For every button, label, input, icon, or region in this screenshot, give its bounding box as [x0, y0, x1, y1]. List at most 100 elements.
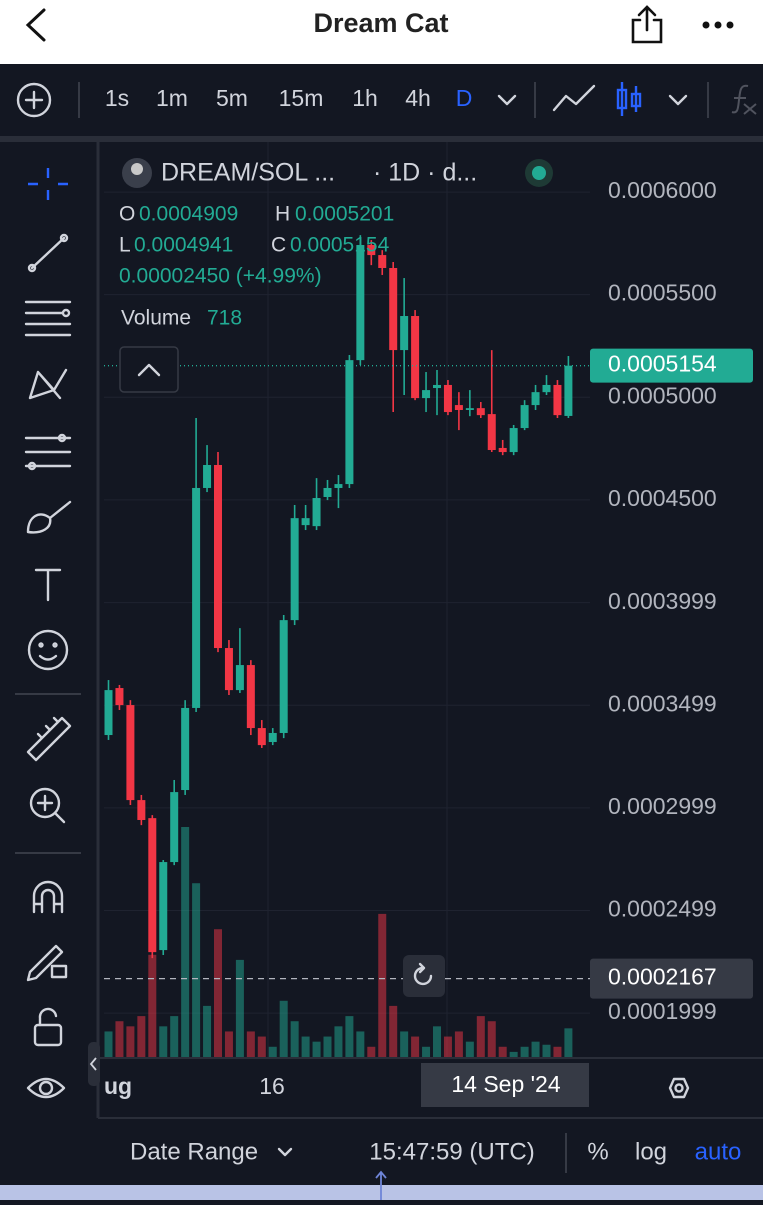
- percent-toggle[interactable]: %: [587, 1138, 608, 1165]
- candle-body: [170, 792, 179, 863]
- drawing-toolbar: [0, 142, 97, 1185]
- candle-body: [564, 365, 573, 416]
- back-button[interactable]: [25, 8, 46, 42]
- volume-bar: [443, 1036, 452, 1057]
- y-tick-label: 0.0002499: [608, 896, 717, 922]
- magnet-tool[interactable]: [32, 880, 64, 914]
- candle-body: [542, 384, 551, 393]
- fib-tool[interactable]: [24, 433, 72, 471]
- volume-series: [104, 827, 573, 1057]
- y-tick-label: 0.0005000: [608, 382, 717, 408]
- volume-bar: [148, 954, 157, 1057]
- last-price-label: 0.0005154: [608, 351, 717, 377]
- log-toggle[interactable]: log: [635, 1138, 667, 1165]
- toolbar-collapse[interactable]: [88, 1042, 100, 1086]
- marker-price-tag: [590, 958, 753, 999]
- interval-button[interactable]: 5m: [216, 85, 248, 111]
- candle-series: [104, 235, 573, 959]
- legend-value: 0.0004909: [139, 203, 238, 226]
- resize-handle: [375, 1170, 387, 1200]
- more-button[interactable]: [702, 21, 734, 29]
- volume-bar: [498, 1046, 507, 1057]
- candle-body: [159, 862, 168, 951]
- x-tick-label: ug: [104, 1073, 132, 1099]
- price-lines: [104, 365, 590, 980]
- volume-bar: [312, 1041, 321, 1057]
- symbol-name[interactable]: DREAM/SOL ...: [161, 159, 335, 187]
- y-tick-label: 0.0005500: [608, 280, 717, 306]
- candle-body: [454, 405, 463, 410]
- candle-body: [345, 360, 354, 485]
- line-chart-button[interactable]: [552, 84, 596, 112]
- candle-body: [301, 518, 310, 526]
- interval-button[interactable]: 1m: [156, 85, 188, 111]
- volume-bar: [509, 1051, 518, 1057]
- volume-bar: [520, 1046, 529, 1057]
- candle-body: [553, 384, 562, 416]
- volume-bar: [422, 1046, 431, 1057]
- y-tick-label: 0.0004500: [608, 485, 717, 511]
- symbol-meta: · 1D · d...: [373, 159, 477, 187]
- date-range-button[interactable]: Date Range: [130, 1138, 258, 1165]
- interval-button[interactable]: D: [456, 85, 473, 111]
- legend-collapse[interactable]: [119, 346, 179, 393]
- reset-button[interactable]: [403, 955, 445, 997]
- indicators-button[interactable]: [731, 84, 757, 115]
- candle-body: [115, 688, 124, 706]
- candle-body: [367, 245, 376, 256]
- interval-button[interactable]: 15m: [279, 85, 324, 111]
- candle-body: [520, 405, 529, 429]
- volume-bar: [323, 1036, 332, 1057]
- candle-body: [334, 484, 343, 488]
- legend-label: O: [119, 203, 135, 226]
- volume-bar: [257, 1036, 266, 1057]
- candle-body: [214, 464, 222, 649]
- lock-drawings-tool[interactable]: [26, 944, 68, 982]
- crosshair-tool[interactable]: [28, 168, 68, 200]
- legend-change: 0.00002450 (+4.99%): [119, 265, 322, 288]
- legend-value: 0.0004941: [134, 234, 233, 257]
- interval-button[interactable]: 4h: [405, 85, 431, 111]
- text-tool[interactable]: [34, 568, 62, 602]
- chart-type-dropdown[interactable]: [668, 94, 688, 106]
- interval-group: 1s 1m 5m 15m 1h 4h D: [105, 85, 472, 111]
- candle-body: [203, 464, 212, 488]
- brush-tool[interactable]: [26, 500, 72, 534]
- volume-bar: [126, 1026, 135, 1057]
- interval-button[interactable]: 1h: [352, 85, 378, 111]
- y-tick-label: 0.0001999: [608, 998, 717, 1024]
- pattern-tool[interactable]: [28, 368, 68, 400]
- candle-body: [323, 487, 332, 498]
- candle-body: [531, 392, 540, 406]
- add-button[interactable]: [16, 82, 52, 118]
- volume-bar: [203, 1005, 212, 1057]
- volume-bar: [334, 1026, 343, 1057]
- axis-settings[interactable]: [668, 1077, 690, 1099]
- volume-bar: [378, 913, 387, 1057]
- volume-bar: [542, 1044, 551, 1057]
- lock-tool[interactable]: [33, 1007, 63, 1047]
- interval-button[interactable]: 1s: [105, 85, 129, 111]
- zoom-tool[interactable]: [29, 787, 66, 824]
- candle-body: [268, 732, 277, 743]
- share-button[interactable]: [631, 5, 663, 44]
- volume-bar: [345, 1016, 354, 1057]
- volume-bar: [454, 1031, 463, 1057]
- candle-chart-button[interactable]: [616, 82, 642, 116]
- interval-dropdown[interactable]: [497, 94, 517, 106]
- candle-body: [411, 316, 420, 399]
- candle-body: [137, 800, 146, 820]
- auto-toggle[interactable]: auto: [695, 1138, 742, 1165]
- reset-icon: [413, 962, 433, 986]
- visibility-tool[interactable]: [26, 1077, 66, 1099]
- ruler-tool[interactable]: [26, 716, 72, 762]
- candle-body: [356, 245, 365, 361]
- clock: 15:47:59 (UTC): [369, 1138, 534, 1165]
- emoji-tool[interactable]: [27, 629, 69, 671]
- candle-body: [279, 620, 288, 733]
- candle-body: [433, 384, 441, 389]
- horizontal-lines-tool[interactable]: [24, 300, 72, 337]
- volume-bar: [279, 1000, 288, 1057]
- trend-line-tool[interactable]: [27, 233, 69, 273]
- volume-bar: [104, 1031, 113, 1057]
